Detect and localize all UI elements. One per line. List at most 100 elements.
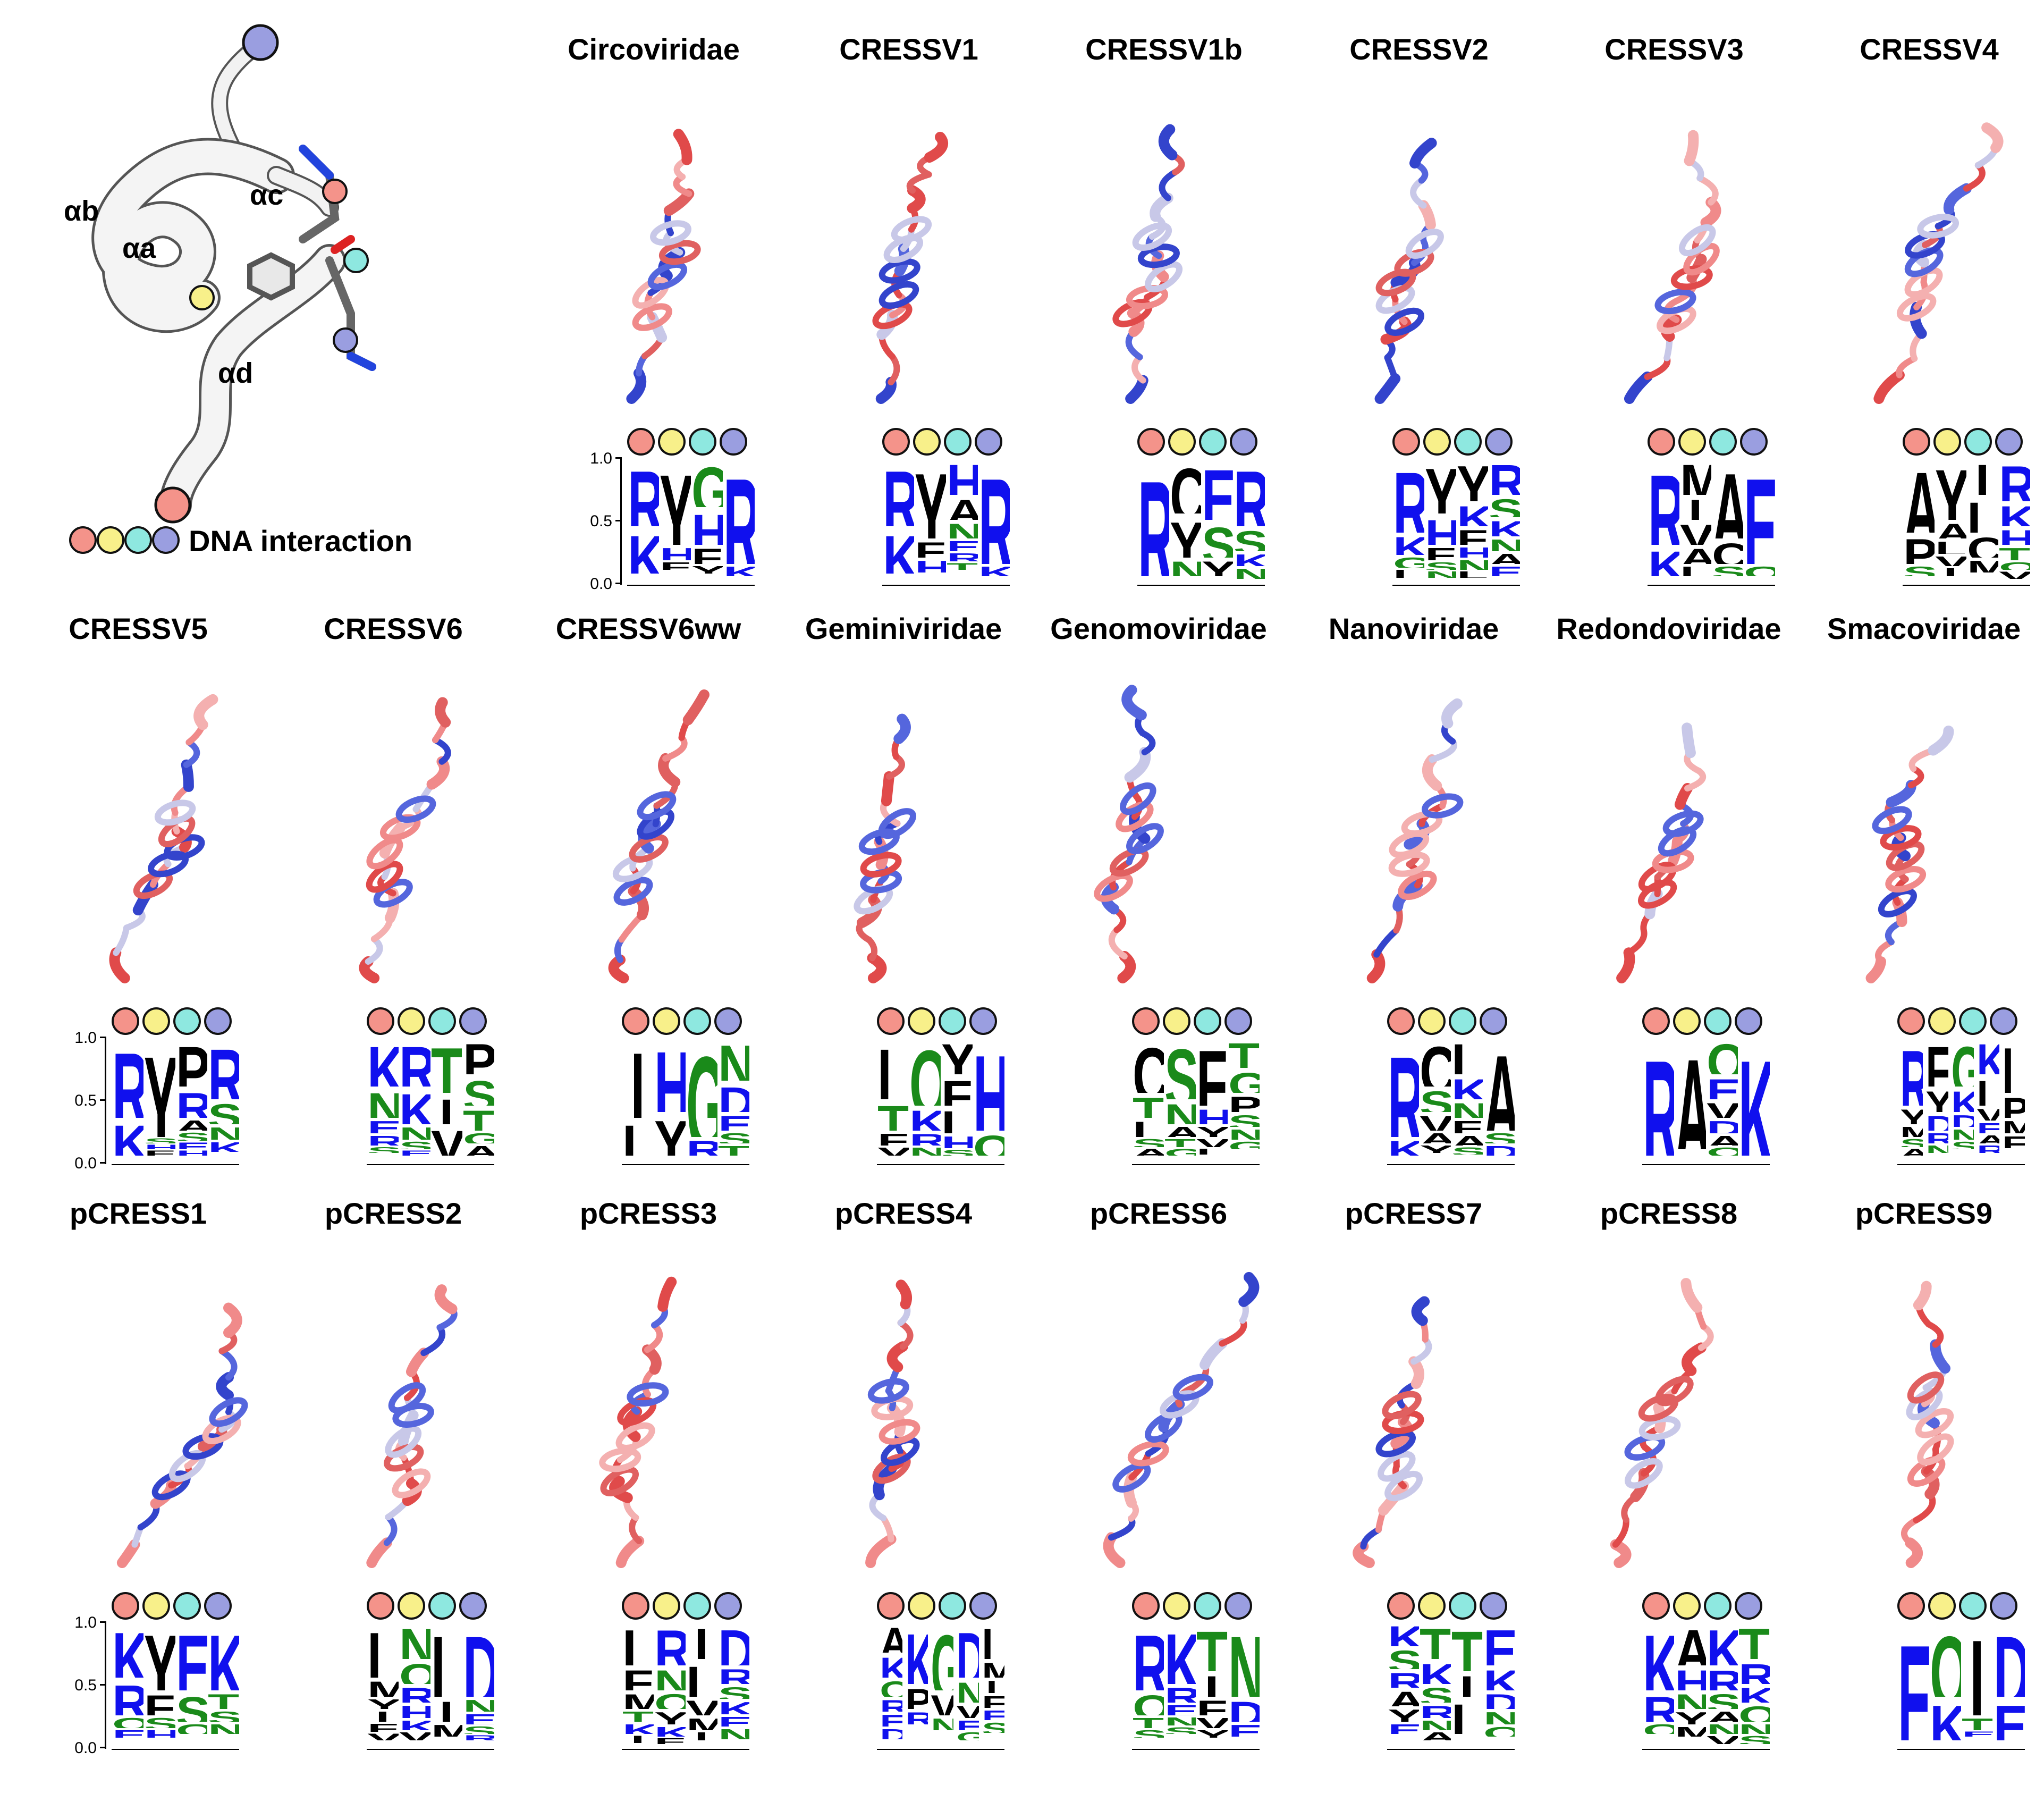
logo-column: RK [1387, 1037, 1419, 1164]
residue-letter: R [627, 457, 659, 526]
structure-ribbon [1865, 725, 1954, 983]
logo-column: RK [723, 457, 755, 585]
residue-letter: I [1204, 1671, 1219, 1697]
dna-contact-dots [1903, 428, 2030, 456]
residue-letter: S [175, 1131, 207, 1141]
contact-dot [1964, 428, 1992, 456]
y-tick-label: 0.0 [590, 575, 612, 593]
logo-baseline [1903, 585, 2030, 586]
residue-letter: A [1711, 457, 1743, 538]
residue-letter: P [1228, 1093, 1260, 1112]
residue-letter: M [686, 1715, 717, 1730]
residue-letter: H [1998, 526, 2030, 545]
dna-contact-dots [1897, 1592, 2025, 1620]
residue-letter: V [1935, 553, 1966, 567]
residue-letter: R [399, 1037, 430, 1087]
panel-title: pCRESS8 [1600, 1197, 1738, 1230]
structure-ribbon [872, 131, 948, 404]
panel-title: CRESSV2 [1349, 32, 1489, 66]
residue-letter: T [1132, 1715, 1164, 1728]
residue-letter: I [1688, 494, 1703, 520]
residue-letter: F [143, 1149, 175, 1156]
residue-letter: R [462, 1734, 494, 1740]
panel-title: pCRESS1 [69, 1197, 207, 1230]
residue-letter: K [1456, 501, 1488, 526]
residue-letter: C [1966, 533, 1998, 558]
contact-dot [112, 1592, 139, 1620]
residue-letter: H [1196, 1106, 1228, 1124]
residue-letter: S [1711, 563, 1743, 577]
residue-letter: S [1164, 1037, 1196, 1099]
logo-column: QK [1929, 1621, 1961, 1749]
residue-letter: H [399, 1703, 430, 1717]
helix-label-ac: αc [250, 179, 283, 211]
dna-contact-dot-salmon [154, 486, 191, 524]
residue-letter: V [1706, 1099, 1738, 1118]
panel-pcress7: pCRESS7KSRAYETKSRNATILEKDNQ [1291, 1196, 1536, 1765]
residue-letter: G [1392, 555, 1424, 568]
residue-letter: E [1961, 1730, 1993, 1737]
residue-letter: N [1738, 1722, 1770, 1734]
helix-label-aa: αa [122, 232, 156, 264]
dna-contact-dot-blue-small [333, 327, 358, 353]
contact-dot [1990, 1592, 2017, 1620]
residue-letter: N [1456, 558, 1488, 570]
logo-column: YHF [659, 457, 691, 585]
logo-column: GVN [928, 1621, 953, 1749]
residue-letter: F [1451, 1118, 1483, 1133]
logo-column: FHYVL [1196, 1037, 1228, 1164]
residue-letter: I [439, 1696, 454, 1722]
residue-letter: S [462, 1724, 494, 1734]
residue-letter: T [1738, 1621, 1770, 1659]
residue-letter: Y [941, 1037, 973, 1074]
residue-letter: N [1169, 558, 1201, 576]
residue-letter: N [1488, 536, 1520, 551]
residue-letter: E [979, 1708, 1004, 1721]
logo-column: KPR [902, 1621, 928, 1749]
contact-dot [877, 1007, 905, 1035]
residue-letter: L [1132, 1118, 1164, 1137]
contact-dot [204, 1592, 232, 1620]
contact-dot [142, 1592, 170, 1620]
logo-column: KRSANV [1706, 1621, 1738, 1749]
logo-column: RKNSE [399, 1037, 430, 1164]
residue-letter: G [1948, 1037, 1974, 1087]
contact-dot [1897, 1007, 1925, 1035]
residue-letter: R [1998, 457, 2030, 501]
sequence-logo: CTLSASNATGFHYVLTGPSNG [1132, 1037, 1260, 1165]
residue-letter: F [914, 538, 946, 558]
panel-cressv1: CRESSV1RKYFHHANERTRK [787, 32, 1031, 601]
residue-letter: V [877, 1146, 909, 1156]
residue-letter: T [1451, 1621, 1483, 1672]
contact-dot [1735, 1007, 1762, 1035]
residue-letter: L [982, 1621, 1004, 1659]
residue-letter: T [207, 1690, 239, 1710]
residue-letter: L [1451, 1037, 1483, 1074]
logo-baseline [877, 1749, 1004, 1750]
contact-dot [908, 1007, 935, 1035]
contact-dot [653, 1007, 680, 1035]
residue-letter: K [1483, 1665, 1515, 1690]
contact-dot [1735, 1592, 1762, 1620]
logo-column: NDE [1228, 1621, 1260, 1749]
contact-dot [877, 1592, 905, 1620]
contact-dot [173, 1592, 201, 1620]
residue-letter: F [691, 545, 723, 564]
residue-letter: T [717, 1143, 749, 1156]
panel-genomoviridae: GenomoviridaeCTLSASNATGFHYVLTGPSNG [1036, 611, 1281, 1180]
panel-cressv6ww: CRESSV6wwILHYGRNDEST [526, 611, 771, 1180]
residue-letter: M [1999, 1118, 2025, 1133]
y-tick-mark [100, 1684, 106, 1686]
logo-column: GKDNS [1948, 1037, 1974, 1164]
contact-dot [1642, 1007, 1670, 1035]
contact-dot [1418, 1592, 1446, 1620]
legend-dot-cyan [124, 526, 152, 554]
residue-letter: S [1387, 1646, 1419, 1669]
residue-letter: Q [1706, 1146, 1738, 1156]
residue-letter: H [1674, 1665, 1706, 1690]
legend-dot-blue [152, 526, 180, 554]
residue-letter: Q [973, 1131, 1004, 1156]
contact-dot [1163, 1592, 1190, 1620]
